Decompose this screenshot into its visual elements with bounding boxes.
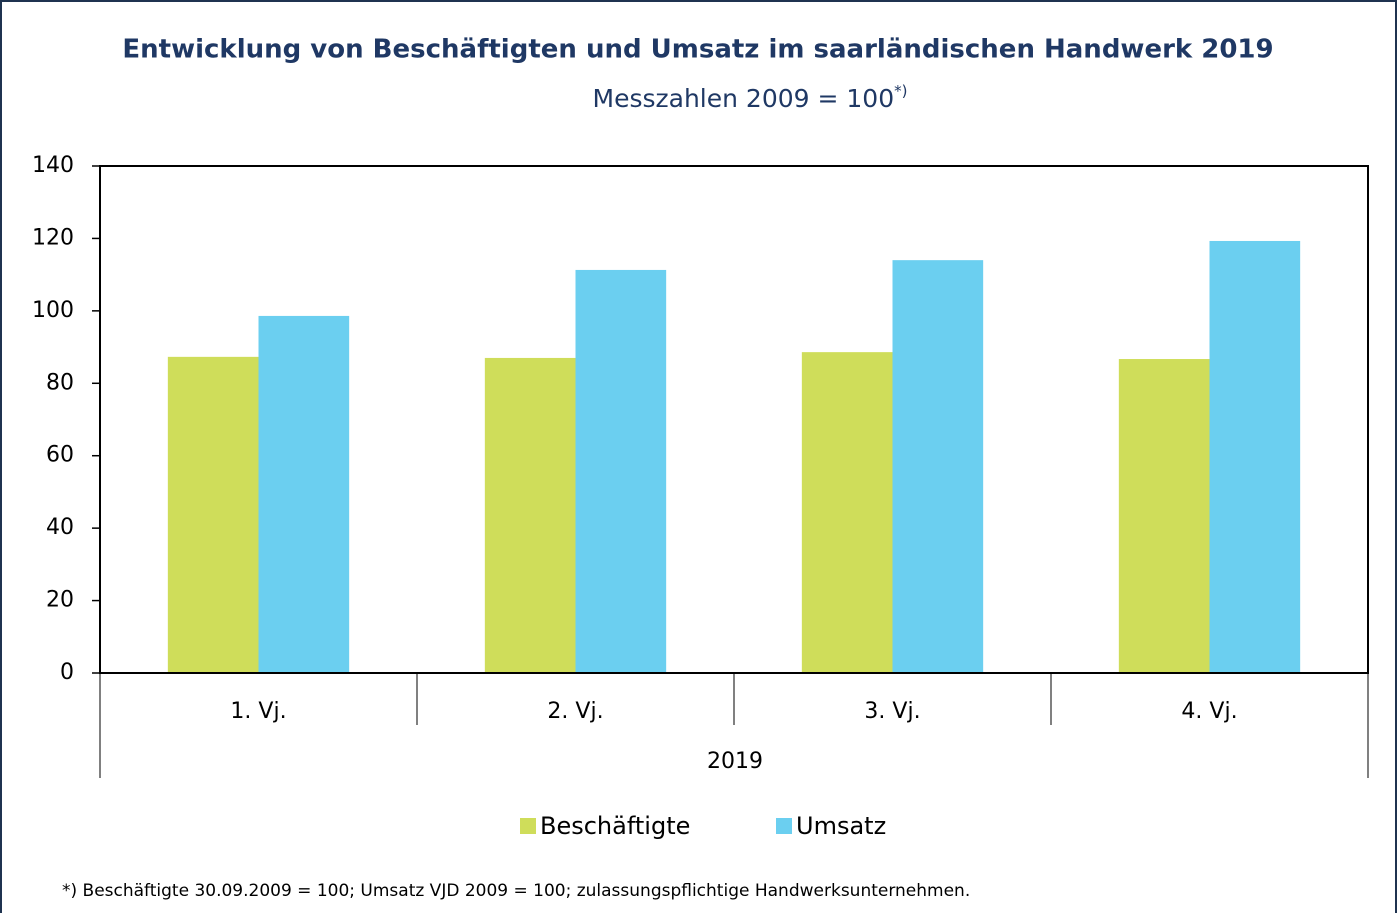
legend-label: Beschäftigte (540, 812, 690, 840)
plot-area (99, 165, 1369, 674)
x-tick-label: 4. Vj. (1181, 699, 1237, 724)
y-tick-label: 100 (32, 298, 74, 323)
subtitle-text: Messzahlen 2009 = 100 (593, 84, 895, 113)
bar (892, 260, 984, 673)
x-tick-label: 2. Vj. (547, 699, 603, 724)
y-tick-label: 20 (46, 588, 74, 613)
legend-label: Umsatz (796, 812, 886, 840)
bar (167, 356, 259, 673)
bar (801, 352, 893, 673)
bar (484, 357, 576, 673)
bar (1118, 359, 1210, 673)
y-tick-label: 120 (32, 225, 74, 250)
x-group-label: 2019 (707, 749, 763, 774)
footnote: *) Beschäftigte 30.09.2009 = 100; Umsatz… (62, 881, 970, 901)
y-tick-label: 60 (46, 443, 74, 468)
y-tick-label: 40 (46, 515, 74, 540)
x-tick-label: 3. Vj. (864, 699, 920, 724)
bar (575, 269, 667, 673)
bar (1209, 240, 1301, 674)
y-tick-label: 140 (32, 153, 74, 178)
y-tick-label: 80 (46, 370, 74, 395)
y-tick-label: 0 (60, 660, 74, 685)
chart-subtitle: Messzahlen 2009 = 100*) (593, 82, 908, 114)
legend-swatch (776, 818, 792, 834)
bar (258, 315, 350, 673)
x-tick-label: 1. Vj. (230, 699, 286, 724)
legend-swatch (520, 818, 536, 834)
subtitle-note: *) (894, 82, 907, 100)
chart-title: Entwicklung von Beschäftigten und Umsatz… (122, 35, 1273, 65)
